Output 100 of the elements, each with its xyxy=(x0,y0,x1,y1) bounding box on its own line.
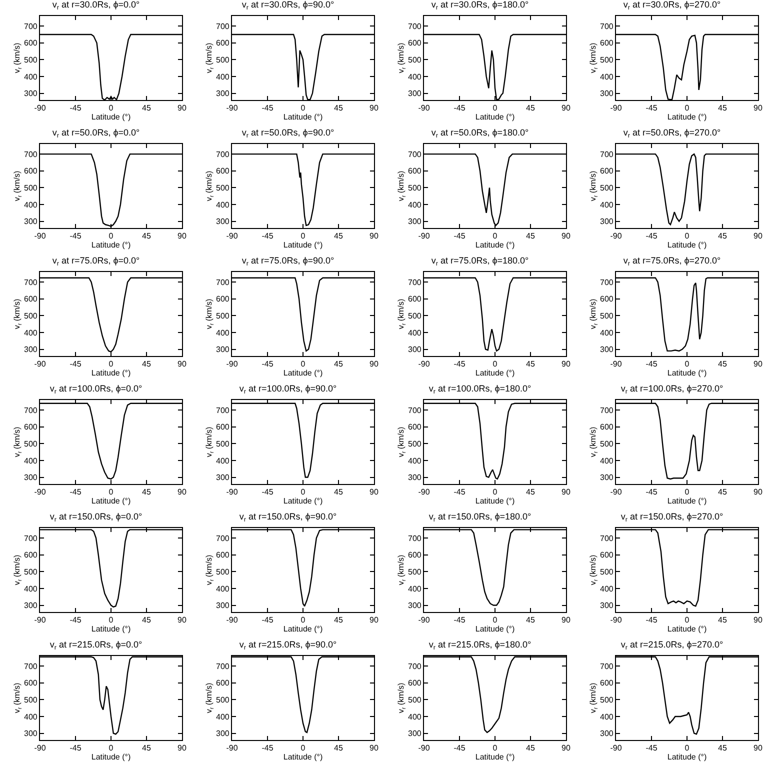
y-tick-label: 300 xyxy=(600,345,614,354)
x-axis-title: Latitude (°) xyxy=(91,624,131,634)
x-tick-label: -90 xyxy=(418,232,430,241)
y-tick-label: 400 xyxy=(408,200,422,210)
x-tick-label: 0 xyxy=(108,232,114,241)
x-tick-label: -45 xyxy=(70,744,82,753)
x-tick-label: -90 xyxy=(610,616,622,625)
x-tick-label: 0 xyxy=(300,744,306,753)
y-tick-label: 700 xyxy=(408,406,422,415)
y-tick-label: 600 xyxy=(408,166,422,176)
x-tick-label: -45 xyxy=(262,616,274,625)
x-tick-label: 45 xyxy=(718,488,728,497)
y-tick-label: 500 xyxy=(24,55,38,64)
x-tick-label: 90 xyxy=(754,360,763,369)
y-tick-label: 700 xyxy=(216,534,230,543)
x-tick-label: 90 xyxy=(562,744,571,753)
x-axis-title: Latitude (°) xyxy=(475,624,515,634)
x-tick-label: 90 xyxy=(178,744,187,753)
x-tick-label: -90 xyxy=(226,104,238,113)
chart-title: v$_{r}$ at r=100.0Rs, ϕ=270.0° xyxy=(620,384,724,396)
x-tick-label: 45 xyxy=(526,744,536,753)
x-tick-label: -45 xyxy=(262,488,274,497)
chart-title: v$_{r}$ at r=150.0Rs, ϕ=90.0° xyxy=(239,512,338,524)
x-tick-label: 90 xyxy=(754,104,763,113)
y-tick-label: 300 xyxy=(216,601,230,610)
x-tick-label: 0 xyxy=(684,232,690,241)
x-tick-label: 90 xyxy=(370,616,379,625)
y-tick-label: 700 xyxy=(24,406,38,415)
x-axis-title: Latitude (°) xyxy=(667,368,707,378)
x-axis-title: Latitude (°) xyxy=(475,240,515,250)
x-tick-label: -90 xyxy=(226,616,238,625)
x-tick-label: 90 xyxy=(370,744,379,753)
y-tick-label: 600 xyxy=(408,550,422,560)
y-tick-label: 300 xyxy=(408,473,422,482)
y-tick-label: 400 xyxy=(216,456,230,466)
x-tick-label: -90 xyxy=(34,616,46,625)
x-tick-label: 45 xyxy=(526,232,536,241)
x-tick-label: 90 xyxy=(178,104,187,113)
y-tick-label: 500 xyxy=(216,695,230,704)
x-tick-label: 0 xyxy=(492,616,498,625)
x-axis-title: Latitude (°) xyxy=(283,752,323,762)
y-tick-label: 300 xyxy=(408,89,422,98)
x-axis-title: Latitude (°) xyxy=(475,368,515,378)
x-tick-label: 0 xyxy=(108,360,114,369)
y-tick-label: 600 xyxy=(24,422,38,432)
y-tick-label: 300 xyxy=(600,217,614,226)
x-tick-label: -45 xyxy=(646,488,658,497)
x-tick-label: -45 xyxy=(454,488,466,497)
x-tick-label: 0 xyxy=(492,488,498,497)
y-tick-label: 700 xyxy=(600,150,614,159)
y-tick-label: 600 xyxy=(216,38,230,48)
x-tick-label: -90 xyxy=(610,488,622,497)
y-tick-label: 700 xyxy=(600,22,614,31)
x-tick-label: 90 xyxy=(178,360,187,369)
y-tick-label: 700 xyxy=(408,150,422,159)
x-tick-label: 0 xyxy=(684,744,690,753)
y-tick-label: 400 xyxy=(408,456,422,466)
y-tick-label: 700 xyxy=(600,406,614,415)
x-tick-label: 45 xyxy=(718,616,728,625)
y-tick-label: 600 xyxy=(408,294,422,304)
x-tick-label: 45 xyxy=(334,744,344,753)
x-tick-label: 45 xyxy=(334,104,344,113)
x-tick-label: 45 xyxy=(142,360,152,369)
y-tick-label: 600 xyxy=(24,294,38,304)
chart-title: v$_{r}$ at r=215.0Rs, ϕ=90.0° xyxy=(239,640,338,652)
y-tick-label: 300 xyxy=(408,601,422,610)
y-tick-label: 300 xyxy=(600,729,614,738)
chart-title: v$_{r}$ at r=215.0Rs, ϕ=270.0° xyxy=(620,640,724,652)
y-tick-label: 300 xyxy=(408,217,422,226)
chart-title: v$_{r}$ at r=75.0Rs, ϕ=0.0° xyxy=(52,256,140,268)
x-tick-label: -90 xyxy=(418,616,430,625)
x-tick-label: -45 xyxy=(454,616,466,625)
y-tick-label: 300 xyxy=(600,89,614,98)
x-tick-label: 90 xyxy=(370,360,379,369)
y-tick-label: 400 xyxy=(408,328,422,338)
y-tick-label: 500 xyxy=(408,439,422,448)
x-axis-title: Latitude (°) xyxy=(283,240,323,250)
y-tick-label: 500 xyxy=(408,695,422,704)
x-tick-label: -45 xyxy=(70,104,82,113)
chart-title: v$_{r}$ at r=100.0Rs, ϕ=0.0° xyxy=(50,384,143,396)
x-tick-label: 45 xyxy=(718,232,728,241)
x-axis-title: Latitude (°) xyxy=(475,752,515,762)
x-tick-label: 45 xyxy=(718,360,728,369)
x-tick-label: -45 xyxy=(70,232,82,241)
y-tick-label: 600 xyxy=(216,294,230,304)
y-tick-label: 700 xyxy=(216,278,230,287)
x-tick-label: -45 xyxy=(646,104,658,113)
x-tick-label: -90 xyxy=(226,488,238,497)
y-tick-label: 500 xyxy=(24,183,38,192)
x-axis-title: Latitude (°) xyxy=(91,368,131,378)
x-tick-label: 45 xyxy=(526,616,536,625)
x-tick-label: -45 xyxy=(646,232,658,241)
x-tick-label: 90 xyxy=(754,744,763,753)
x-tick-label: 45 xyxy=(526,488,536,497)
x-tick-label: -90 xyxy=(418,488,430,497)
x-axis-title: Latitude (°) xyxy=(283,368,323,378)
y-tick-label: 500 xyxy=(408,311,422,320)
chart-title: v$_{r}$ at r=50.0Rs, ϕ=270.0° xyxy=(623,128,722,140)
x-tick-label: 0 xyxy=(108,616,114,625)
line-series xyxy=(40,402,182,480)
